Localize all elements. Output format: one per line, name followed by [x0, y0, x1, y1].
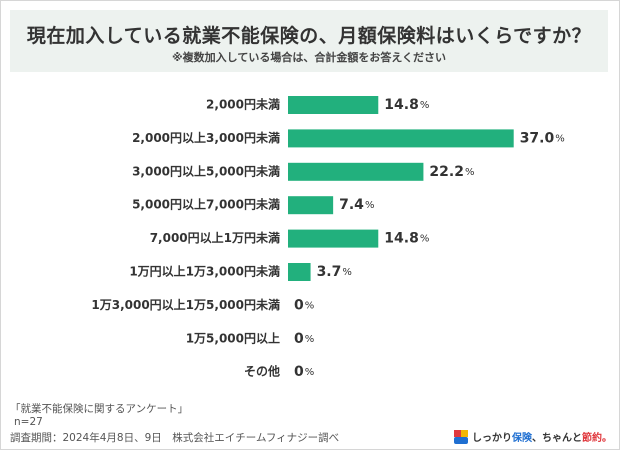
data-label-value: 14.8: [384, 231, 419, 247]
bar: [288, 229, 379, 248]
sample-size: n=27: [14, 416, 43, 428]
category-label: その他: [244, 364, 280, 379]
data-label: 0%: [294, 364, 314, 380]
brand-slogan-part1: しっかり: [472, 433, 512, 444]
category-label: 1万円以上1万3,000円未満: [129, 264, 280, 279]
data-label-value: 14.8: [384, 97, 419, 113]
survey-name: 「就業不能保険に関するアンケート」: [10, 403, 189, 415]
brand-slogan-part2: 保険: [512, 433, 532, 444]
data-label-unit: %: [420, 234, 430, 245]
data-label-value: 0: [294, 331, 304, 347]
data-label: 0%: [294, 297, 314, 313]
data-label: 0%: [294, 331, 314, 347]
data-label: 14.8%: [384, 97, 429, 113]
bar-chart: 2,000円未満 14.8% 2,000円以上3,000円未満 37.0% 3,000円…: [91, 96, 565, 380]
brand-slogan: しっかり保険、ちゃんと節約。: [472, 429, 612, 444]
category-label: 1万3,000円以上1万5,000円未満: [91, 297, 280, 312]
category-label: 5,000円以上7,000円未満: [132, 197, 280, 212]
category-label: 3,000円以上5,000円未満: [132, 163, 280, 178]
data-label-unit: %: [555, 133, 565, 144]
bar: [288, 129, 514, 148]
survey-period: 調査期間：2024年4月8日、9日 株式会社エイチームフィナジー調べ: [10, 432, 340, 444]
data-label-unit: %: [365, 200, 375, 211]
data-label-value: 3.7: [317, 264, 342, 280]
data-label: 3.7%: [317, 264, 352, 280]
data-label: 37.0%: [520, 130, 565, 146]
data-label: 22.2%: [429, 164, 474, 180]
chart-header: 現在加入している就業不能保険の、月額保険料はいくらですか？ ※複数加入している場…: [10, 10, 608, 72]
data-label-unit: %: [305, 334, 315, 345]
data-label-value: 0: [294, 297, 304, 313]
data-label-value: 37.0: [520, 130, 555, 146]
data-label-unit: %: [342, 267, 352, 278]
category-label: 1万5,000円以上: [186, 330, 280, 345]
data-label-value: 0: [294, 364, 304, 380]
data-label-unit: %: [305, 300, 315, 311]
data-label: 14.8%: [384, 231, 429, 247]
bar: [288, 96, 379, 114]
brand-logo: しっかり保険、ちゃんと節約。: [454, 429, 612, 444]
bar: [288, 263, 311, 281]
data-label-unit: %: [305, 367, 315, 378]
data-label: 7.4%: [339, 197, 374, 213]
category-label: 2,000円以上3,000円未満: [132, 130, 280, 145]
category-label: 2,000円未満: [206, 97, 280, 112]
data-label-value: 7.4: [339, 197, 364, 213]
data-label-value: 22.2: [429, 164, 464, 180]
brand-logo-icon: [454, 429, 468, 444]
bar: [288, 196, 334, 215]
chart-title: 現在加入している就業不能保険の、月額保険料はいくらですか？: [26, 25, 592, 47]
chart-subtitle: ※複数加入している場合は、合計金額をお答えください: [171, 51, 447, 64]
data-label-unit: %: [420, 100, 430, 111]
brand-slogan-part4: 節約。: [582, 433, 612, 444]
data-label-unit: %: [465, 167, 475, 178]
category-label: 7,000円以上1万円未満: [150, 230, 280, 245]
bar: [288, 162, 424, 181]
brand-slogan-part3: 、ちゃんと: [532, 433, 582, 444]
